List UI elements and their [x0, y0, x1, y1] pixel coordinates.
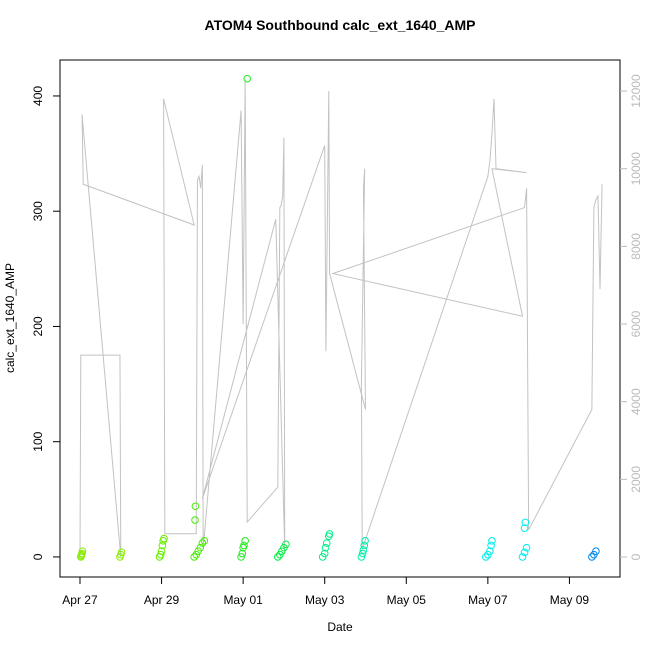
point [160, 534, 168, 543]
line [79, 79, 603, 558]
y-tick-label: 300 [31, 201, 45, 221]
x-tick-label: Apr 29 [144, 593, 180, 607]
point [322, 539, 331, 547]
x-tick-label: May 07 [468, 593, 508, 607]
point [282, 540, 290, 549]
y2-tick-label: 6000 [629, 310, 643, 337]
y-axis-label: calc_ext_1640_AMP [3, 263, 17, 373]
point [158, 541, 167, 550]
point [238, 549, 247, 558]
point [325, 530, 334, 538]
point [592, 547, 600, 555]
point [237, 553, 245, 561]
point [196, 543, 205, 552]
point [486, 547, 494, 555]
y2-tick-label: 2000 [629, 466, 643, 493]
point [320, 549, 329, 558]
point [200, 537, 209, 545]
plot-frame [59, 59, 621, 578]
y-tick-label: 0 [31, 553, 45, 560]
point [482, 553, 490, 561]
point [191, 516, 199, 524]
point [521, 518, 530, 527]
x-tick-label: May 01 [223, 593, 263, 607]
y-tick-label: 200 [31, 316, 45, 336]
y2-tick-label: 10000 [629, 152, 643, 186]
point [321, 543, 330, 552]
point [274, 553, 282, 561]
x-axis-label: Date [327, 620, 353, 634]
x-tick-label: May 09 [550, 593, 590, 607]
point [243, 74, 252, 83]
point [518, 553, 527, 561]
y-tick-label: 100 [31, 431, 45, 451]
y-tick-label: 400 [31, 86, 45, 106]
point [359, 546, 368, 554]
point [241, 537, 249, 545]
point [240, 541, 248, 550]
x-tick-label: May 05 [387, 593, 427, 607]
point [156, 550, 165, 559]
point [360, 541, 369, 550]
point [191, 502, 200, 511]
point [520, 524, 529, 532]
point [522, 543, 531, 552]
point [157, 547, 166, 555]
point [198, 539, 207, 547]
y2-tick-label: 0 [629, 553, 643, 560]
point [358, 549, 367, 558]
chart-title: ATOM4 Southbound calc_ext_1640_AMP [205, 17, 476, 33]
point [78, 547, 87, 555]
x-tick-label: May 03 [305, 593, 345, 607]
point [588, 553, 596, 561]
y2-tick-label: 4000 [629, 388, 643, 415]
point [487, 541, 495, 550]
point [357, 553, 366, 561]
x-tick-label: Apr 27 [62, 593, 98, 607]
point [361, 537, 369, 545]
y2-tick-label: 12000 [629, 74, 643, 108]
point [190, 553, 198, 561]
y2-tick-label: 8000 [629, 233, 643, 260]
point [117, 548, 126, 557]
point [488, 537, 496, 545]
point [520, 548, 529, 557]
